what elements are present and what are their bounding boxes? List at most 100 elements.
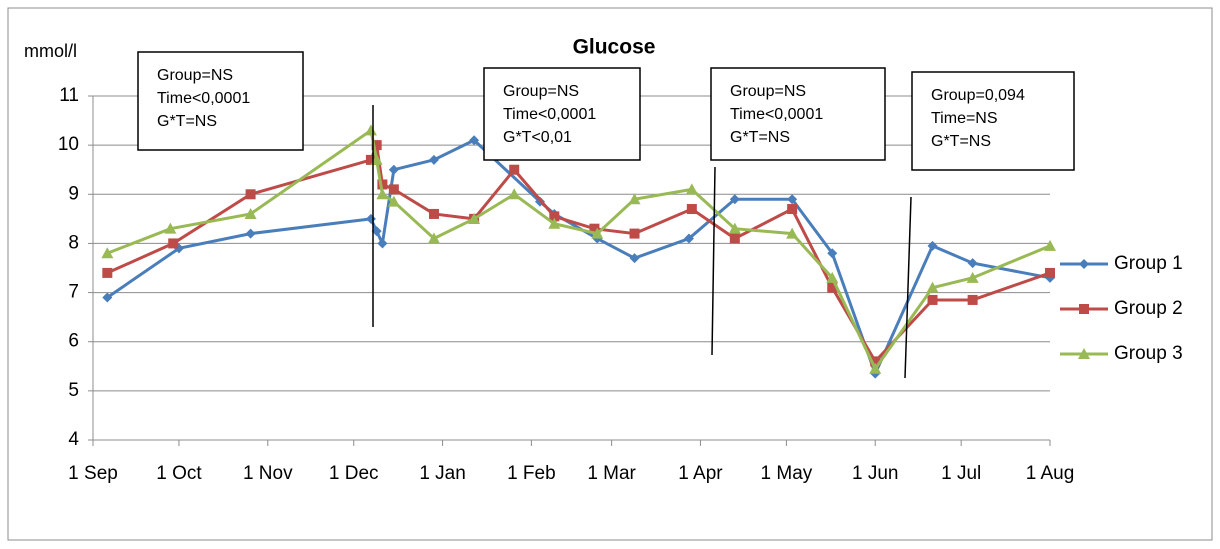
y-tick-label: 9 [68, 183, 79, 204]
marker [1044, 239, 1056, 251]
marker [365, 154, 376, 165]
marker [629, 228, 640, 239]
annotation-text: Group=NS [157, 67, 233, 84]
marker [683, 233, 694, 244]
marker [427, 232, 440, 244]
annotation-text: Group=0,094 [931, 87, 1025, 104]
marker [428, 208, 439, 219]
legend-label: Group 3 [1114, 343, 1183, 364]
annotation-text: G*T=NS [157, 113, 217, 130]
y-tick-label: 4 [68, 429, 79, 450]
annotation-box [911, 71, 1075, 171]
marker [244, 207, 257, 219]
x-tick-label: 1 Apr [678, 463, 723, 484]
marker [966, 271, 979, 283]
marker [927, 240, 938, 251]
marker [388, 184, 399, 195]
annotation-text: Time=NS [931, 110, 998, 127]
marker [508, 188, 521, 200]
marker [548, 217, 561, 229]
x-tick-label: 1 Jul [941, 463, 981, 484]
marker [549, 211, 560, 222]
x-tick-label: 1 Mar [587, 463, 636, 484]
marker [729, 194, 740, 205]
annotation-box [137, 51, 304, 151]
marker [967, 258, 978, 269]
marker [164, 222, 177, 234]
annotation-text: G*T=NS [931, 133, 991, 150]
marker [376, 188, 389, 200]
marker [1078, 348, 1090, 359]
marker [589, 223, 600, 234]
y-tick-label: 6 [68, 331, 79, 352]
marker [377, 179, 388, 190]
marker [101, 247, 114, 259]
annotation-text: Time<0,0001 [157, 90, 250, 107]
x-tick-label: 1 Dec [329, 463, 379, 484]
marker [468, 212, 481, 224]
marker [967, 294, 978, 305]
marker [686, 204, 697, 215]
marker [628, 193, 641, 205]
marker [428, 154, 439, 165]
marker [1079, 304, 1089, 314]
marker [102, 292, 113, 303]
annotation-text: Time<0,0001 [730, 106, 823, 123]
marker [377, 238, 388, 249]
legend-label: Group 2 [1114, 298, 1183, 319]
marker [787, 204, 798, 215]
x-tick-label: 1 Aug [1026, 463, 1075, 484]
x-tick-label: 1 May [761, 463, 813, 484]
x-tick-label: 1 Nov [243, 463, 293, 484]
marker [469, 135, 480, 146]
x-tick-label: 1 Jan [419, 463, 465, 484]
marker [1045, 267, 1055, 278]
marker [371, 140, 382, 151]
marker [685, 183, 698, 195]
y-tick-label: 7 [68, 282, 79, 303]
marker [388, 164, 399, 175]
marker [364, 124, 377, 136]
y-tick-label: 10 [58, 134, 79, 155]
marker [509, 164, 520, 175]
marker [102, 267, 113, 278]
marker [728, 222, 741, 234]
marker [826, 271, 839, 283]
marker [786, 227, 799, 239]
y-tick-label: 8 [68, 232, 79, 253]
x-tick-label: 1 Jun [852, 463, 898, 484]
marker [729, 233, 740, 244]
x-tick-label: 1 Feb [507, 463, 556, 484]
annotation-text: Group=NS [730, 83, 806, 100]
x-tick-label: 1 Oct [156, 463, 202, 484]
marker [629, 253, 640, 264]
marker [827, 248, 838, 259]
y-tick-label: 11 [59, 85, 79, 106]
annotation-text: G*T<0,01 [503, 129, 572, 146]
annotation-text: Group=NS [503, 83, 579, 100]
marker [1079, 259, 1089, 269]
marker [591, 227, 604, 239]
y-tick-label: 5 [68, 380, 79, 401]
annotation-box [483, 67, 641, 161]
annotation-text: G*T=NS [730, 129, 790, 146]
marker [927, 294, 938, 305]
annotation-box [710, 67, 886, 161]
legend-label: Group 1 [1114, 253, 1183, 274]
chart-title: Glucose [573, 36, 656, 59]
marker [926, 281, 939, 293]
marker [168, 238, 179, 249]
marker [245, 228, 256, 239]
marker [827, 282, 838, 293]
divider [711, 166, 716, 356]
marker [371, 226, 382, 237]
dividers [372, 105, 912, 379]
divider [904, 196, 912, 379]
marker [787, 194, 798, 205]
marker [870, 356, 881, 367]
y-axis-label: mmol/l [24, 41, 77, 61]
x-tick-label: 1 Sep [68, 463, 118, 484]
annotation-text: Time<0,0001 [503, 106, 596, 123]
marker [245, 189, 256, 200]
